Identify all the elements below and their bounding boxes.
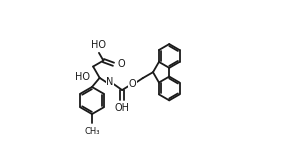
Text: O: O	[117, 59, 125, 69]
Text: N: N	[106, 77, 114, 87]
Text: HO: HO	[75, 72, 90, 82]
Text: HO: HO	[91, 40, 105, 50]
Text: OH: OH	[115, 103, 130, 113]
Text: CH₃: CH₃	[84, 127, 100, 136]
Text: O: O	[128, 79, 136, 89]
